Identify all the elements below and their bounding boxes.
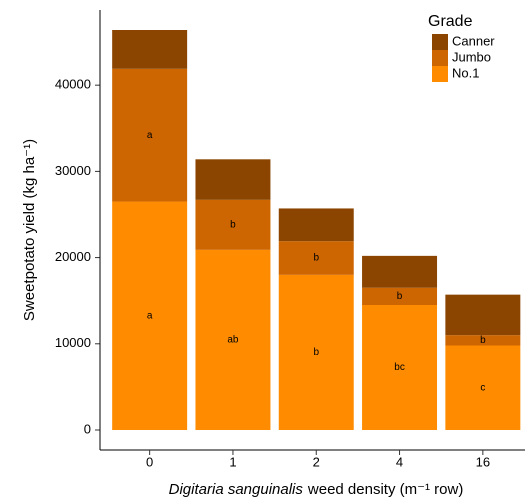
bar-segment bbox=[278, 274, 354, 430]
legend-title: Grade bbox=[428, 13, 473, 30]
bar-segment bbox=[195, 199, 271, 250]
x-axis-label-rest: weed density (m⁻¹ row) bbox=[307, 481, 463, 498]
group-letter: b bbox=[230, 219, 236, 230]
x-tick-label: 1 bbox=[229, 454, 236, 469]
y-axis-label: Sweetpotato yield (kg ha⁻¹) bbox=[21, 139, 38, 321]
x-tick-label: 0 bbox=[146, 454, 153, 469]
bar-segment bbox=[362, 287, 438, 305]
legend-swatch bbox=[432, 50, 448, 66]
legend-swatch bbox=[432, 66, 448, 82]
group-letter: c bbox=[480, 382, 485, 393]
group-letter: a bbox=[147, 130, 153, 141]
x-axis-label: Digitaria sanguinalis weed density (m⁻¹ r… bbox=[169, 481, 464, 498]
group-letter: b bbox=[397, 291, 403, 302]
bar-segment bbox=[445, 345, 521, 430]
legend-swatch bbox=[432, 34, 448, 50]
bar-segment bbox=[362, 305, 438, 430]
x-axis-label-italic: Digitaria sanguinalis bbox=[169, 481, 304, 498]
x-tick-label: 16 bbox=[476, 454, 490, 469]
x-tick-label: 2 bbox=[313, 454, 320, 469]
bar-segment bbox=[112, 30, 188, 69]
y-tick-label: 10000 bbox=[55, 335, 91, 350]
y-tick-label: 40000 bbox=[55, 77, 91, 92]
y-tick-label: 30000 bbox=[55, 163, 91, 178]
group-letter: ab bbox=[227, 335, 239, 346]
bar-segment bbox=[445, 294, 521, 336]
legend-label: Jumbo bbox=[452, 49, 491, 64]
legend-label: Canner bbox=[452, 33, 495, 48]
bar-segment bbox=[112, 201, 188, 430]
group-letter: bc bbox=[394, 362, 405, 373]
group-letter: a bbox=[147, 310, 153, 321]
group-letter: b bbox=[313, 253, 319, 264]
y-tick-label: 20000 bbox=[55, 249, 91, 264]
bar-segment bbox=[362, 255, 438, 288]
bar-segment bbox=[278, 241, 354, 275]
group-letter: b bbox=[313, 347, 319, 358]
group-letter: b bbox=[480, 335, 486, 346]
bar-segment bbox=[278, 208, 354, 242]
y-tick-label: 0 bbox=[84, 421, 91, 436]
bar-segment bbox=[445, 335, 521, 346]
x-tick-label: 4 bbox=[396, 454, 403, 469]
bar-segment bbox=[112, 68, 188, 202]
bar-segment bbox=[195, 249, 271, 430]
legend-label: No.1 bbox=[452, 65, 479, 80]
bar-segment bbox=[195, 159, 271, 200]
